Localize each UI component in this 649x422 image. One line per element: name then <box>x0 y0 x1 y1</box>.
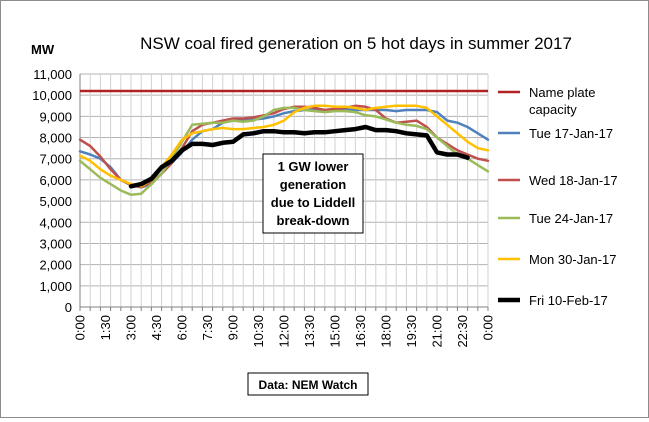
annotation-box: 1 GW lower generation due to Liddell break-… <box>262 153 364 234</box>
y-tick-label: 11,000 <box>33 67 72 82</box>
series-line-3 <box>78 106 490 196</box>
x-tick-label: 12:00 <box>277 315 292 348</box>
legend-label-nameplate: Name plate <box>529 85 595 100</box>
y-tick-label: 9,000 <box>39 109 72 124</box>
y-tick-label: 3,000 <box>39 236 72 251</box>
x-tick-label: 10:30 <box>251 315 266 348</box>
y-tick-label: 7,000 <box>39 152 72 167</box>
y-tick-label: 0 <box>65 300 72 315</box>
y-tick-label: 10,000 <box>32 88 72 103</box>
x-tick-label: 0:00 <box>73 315 88 340</box>
legend-label-nameplate: capacity <box>529 102 577 117</box>
x-tick-label: 16:30 <box>353 315 368 348</box>
y-tick-label: 4,000 <box>39 215 72 230</box>
x-tick-label: 7:30 <box>200 315 215 340</box>
axes <box>79 74 489 311</box>
source-box: Data: NEM Watch <box>247 372 369 396</box>
legend-label: Tue 24-Jan-17 <box>529 211 613 226</box>
annotation-line: generation <box>280 177 347 192</box>
x-tick-label: 18:00 <box>379 315 394 348</box>
y-tick-label: 8,000 <box>39 131 72 146</box>
y-tick-label: 5,000 <box>39 194 72 209</box>
x-tick-label: 21:00 <box>430 315 445 348</box>
x-tick-label: 22:30 <box>455 315 470 348</box>
source-frame <box>247 372 369 396</box>
annotation-line: due to Liddell <box>271 195 356 210</box>
x-tick-label: 13:30 <box>302 315 317 348</box>
x-tick-label: 3:00 <box>124 315 139 340</box>
x-tick-label: 19:30 <box>404 315 419 348</box>
legend: Name plate capacity Tue 17-Jan-17 Wed 18-Ja… <box>498 85 618 308</box>
x-tick-label: 6:00 <box>175 315 190 340</box>
series-line-5 <box>128 124 470 189</box>
annotation-line: 1 GW lower <box>278 159 349 174</box>
y-tick-label: 1,000 <box>39 279 72 294</box>
x-tick-label: 0:00 <box>481 315 496 340</box>
x-tick-label: 4:30 <box>149 315 164 340</box>
x-tick-labels: 0:00 1:30 3:00 4:30 6:00 7:30 9:00 10:30 12:00 13… <box>73 315 496 348</box>
source-label: Data: NEM Watch <box>259 378 358 392</box>
annotation-line: break-down <box>277 213 350 228</box>
legend-label: Mon 30-Jan-17 <box>529 252 616 267</box>
y-tick-label: 6,000 <box>39 173 72 188</box>
y-axis-label: MW <box>31 42 55 57</box>
plot-series <box>78 89 490 196</box>
legend-label: Fri 10-Feb-17 <box>529 293 608 308</box>
annotation-frame <box>262 153 364 234</box>
x-tick-label: 1:30 <box>98 315 113 340</box>
legend-label: Wed 18-Jan-17 <box>529 173 618 188</box>
x-tick-label: 9:00 <box>226 315 241 340</box>
legend-label: Tue 17-Jan-17 <box>529 126 613 141</box>
y-tick-label: 2,000 <box>39 258 72 273</box>
y-tick-labels: 0 1,000 2,000 3,000 4,000 5,000 6,000 7,000 8,00… <box>32 67 72 315</box>
chart-title: NSW coal fired generation on 5 hot days … <box>140 34 572 53</box>
x-tick-label: 15:00 <box>328 315 343 348</box>
